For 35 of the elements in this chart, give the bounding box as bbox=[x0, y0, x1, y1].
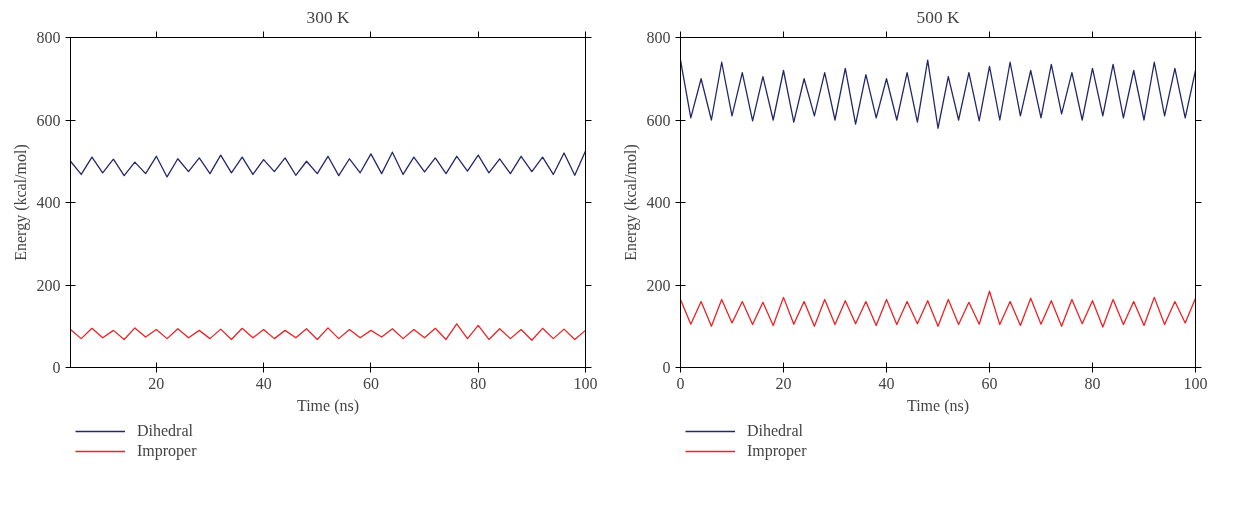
y-tick-label: 200 bbox=[36, 276, 61, 294]
y-tick-label: 0 bbox=[52, 359, 61, 376]
x-tick-label: 60 bbox=[362, 374, 379, 392]
x-tick-label: 40 bbox=[878, 374, 895, 392]
legend-label: Dihedral bbox=[137, 422, 193, 440]
y-tick-label: 400 bbox=[36, 194, 61, 211]
y-tick-label: 600 bbox=[646, 111, 671, 129]
line-series bbox=[70, 323, 586, 341]
x-tick-label: 20 bbox=[148, 374, 165, 392]
x-tick-label: 20 bbox=[775, 374, 792, 392]
y-tick-label: 200 bbox=[646, 276, 671, 294]
y-tick-label: 800 bbox=[646, 29, 671, 46]
y-axis-title: Energy (kcal/mol) bbox=[11, 144, 30, 261]
y-tick-label: 800 bbox=[36, 29, 61, 46]
x-tick-label: 0 bbox=[676, 374, 685, 392]
x-tick-label: 80 bbox=[470, 374, 487, 392]
line-series bbox=[70, 150, 586, 178]
x-tick-label: 80 bbox=[1084, 374, 1101, 392]
x-axis-title: Time (ns) bbox=[906, 396, 970, 415]
y-axis-title: Energy (kcal/mol) bbox=[621, 144, 640, 261]
x-tick-label: 60 bbox=[981, 374, 998, 392]
x-axis-title: Time (ns) bbox=[296, 396, 360, 415]
line-series bbox=[680, 290, 1196, 328]
x-tick-label: 40 bbox=[255, 374, 272, 392]
legend-label: Dihedral bbox=[747, 422, 803, 440]
legend-label: Improper bbox=[137, 442, 197, 460]
x-tick-label: 100 bbox=[573, 374, 598, 392]
y-tick-label: 600 bbox=[36, 111, 61, 129]
y-tick-label: 400 bbox=[646, 194, 671, 211]
line-series bbox=[680, 59, 1196, 129]
y-tick-label: 0 bbox=[662, 359, 671, 376]
chart-title: 500 K bbox=[916, 7, 960, 27]
chart-title: 300 K bbox=[306, 7, 350, 27]
legend-label: Improper bbox=[747, 442, 807, 460]
x-tick-label: 100 bbox=[1183, 374, 1208, 392]
